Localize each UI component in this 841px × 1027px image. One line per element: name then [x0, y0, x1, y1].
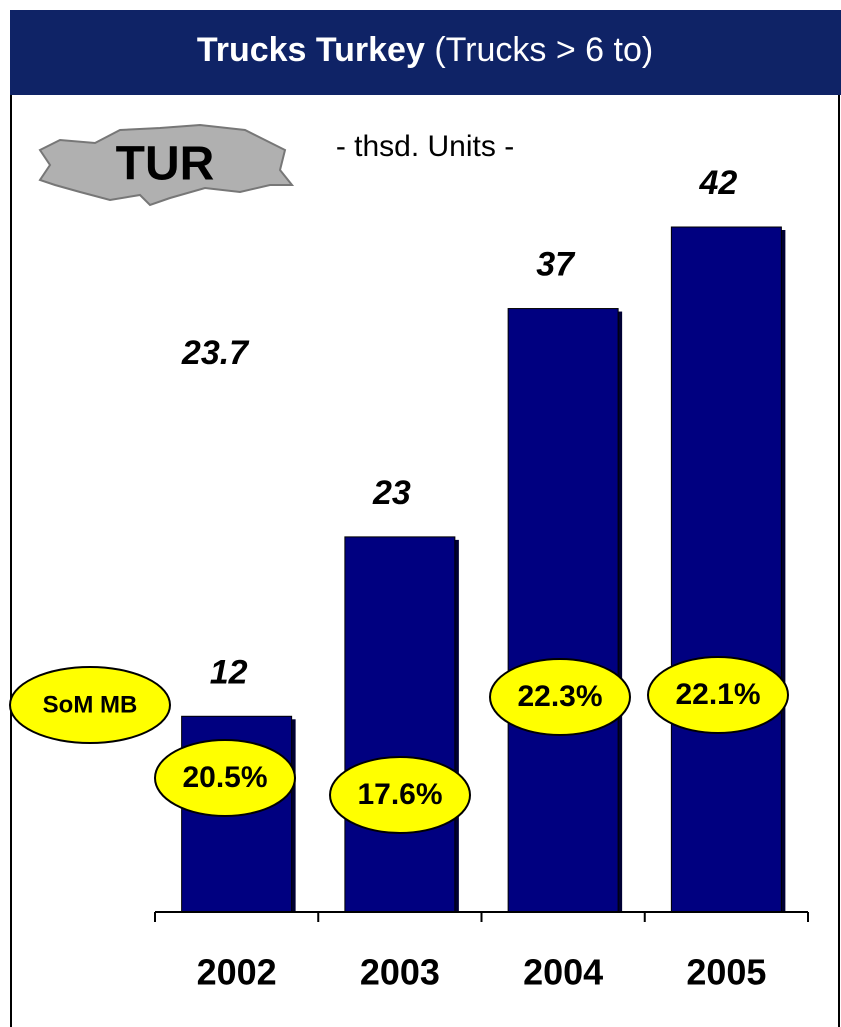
x-tick-label: 2004 [523, 952, 603, 993]
bar [507, 308, 619, 913]
share-legend [9, 666, 171, 744]
annotation: 23.7 [181, 334, 250, 372]
value-label: 23 [372, 474, 411, 512]
share-label: 20.5% [182, 761, 267, 794]
bar [344, 536, 456, 913]
unit-label: - thsd. Units - [336, 130, 514, 163]
x-tick-label: 2003 [360, 952, 440, 993]
title-bar [10, 10, 841, 95]
share-bubble [329, 756, 471, 834]
bar [670, 226, 782, 913]
share-label: 22.3% [517, 680, 602, 713]
x-tick-label: 2002 [197, 952, 277, 993]
x-tick-label: 2005 [686, 952, 766, 993]
chart-subtitle: (Trucks > 6 to) [434, 31, 653, 69]
value-label: 37 [536, 246, 576, 284]
share-bubble [489, 658, 631, 736]
share-label: 17.6% [357, 778, 442, 811]
chart-title: Trucks Turkey [197, 31, 425, 69]
share-bubble [647, 656, 789, 734]
value-label: 12 [210, 653, 248, 691]
title: Trucks Turkey (Trucks > 6 to) [197, 31, 653, 69]
share-legend-label: SoM MB [43, 691, 138, 718]
map-shape [38, 123, 295, 207]
region-label: TUR [116, 138, 215, 191]
share-label: 22.1% [675, 678, 760, 711]
value-label: 42 [698, 164, 737, 202]
share-bubble [154, 739, 296, 817]
